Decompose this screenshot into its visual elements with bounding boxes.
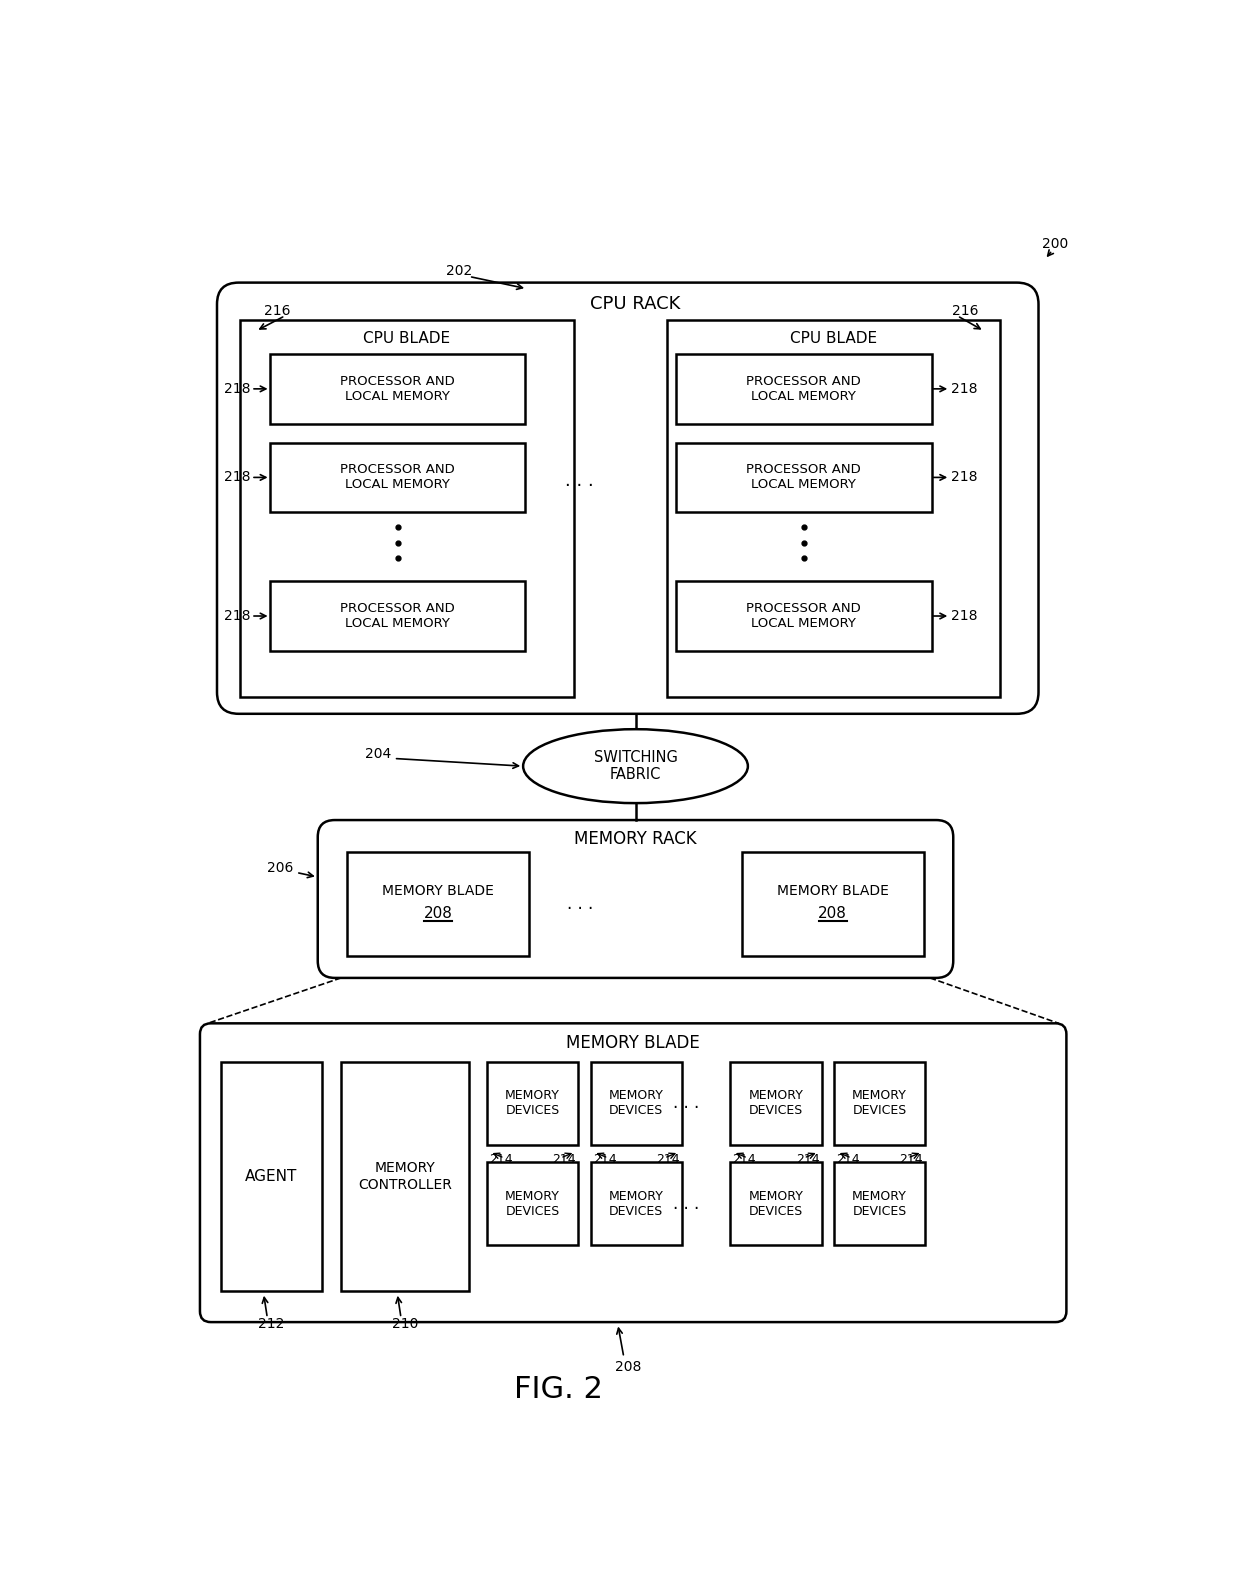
Text: MEMORY BLADE: MEMORY BLADE (776, 883, 889, 897)
Text: MEMORY
DEVICES: MEMORY DEVICES (748, 1089, 804, 1117)
Bar (730, 1162, 822, 1246)
Text: MEMORY BLADE: MEMORY BLADE (567, 1033, 701, 1051)
Bar (833, 1062, 925, 1144)
Text: 218: 218 (224, 609, 250, 623)
Text: 218: 218 (951, 471, 977, 485)
Text: 214: 214 (489, 1154, 512, 1167)
Text: MEMORY
CONTROLLER: MEMORY CONTROLLER (358, 1162, 451, 1192)
Text: . . .: . . . (673, 1195, 699, 1213)
Ellipse shape (523, 729, 748, 804)
Text: 208: 208 (818, 907, 847, 921)
Text: . . .: . . . (565, 472, 594, 490)
Text: CPU BLADE: CPU BLADE (363, 331, 450, 346)
Text: 218: 218 (951, 382, 977, 396)
Text: SWITCHING
FABRIC: SWITCHING FABRIC (594, 750, 677, 783)
Text: PROCESSOR AND
LOCAL MEMORY: PROCESSOR AND LOCAL MEMORY (340, 602, 455, 629)
Text: 214: 214 (552, 1154, 577, 1167)
FancyBboxPatch shape (217, 282, 1039, 713)
Bar (742, 853, 924, 956)
Text: PROCESSOR AND
LOCAL MEMORY: PROCESSOR AND LOCAL MEMORY (746, 376, 861, 403)
Text: CPU BLADE: CPU BLADE (790, 331, 877, 346)
Bar (347, 853, 529, 956)
Text: 208: 208 (615, 1360, 641, 1374)
Text: 214: 214 (656, 1154, 680, 1167)
Text: 210: 210 (392, 1317, 418, 1331)
FancyBboxPatch shape (317, 819, 954, 978)
Bar (241, 320, 573, 697)
Text: . . .: . . . (673, 1094, 699, 1113)
Bar (590, 1062, 682, 1144)
Text: FIG. 2: FIG. 2 (513, 1376, 603, 1404)
Text: 214: 214 (796, 1154, 820, 1167)
Bar (221, 1062, 321, 1292)
Text: PROCESSOR AND
LOCAL MEMORY: PROCESSOR AND LOCAL MEMORY (746, 463, 861, 491)
Text: 208: 208 (424, 907, 453, 921)
Text: 218: 218 (224, 471, 250, 485)
Bar (730, 1062, 822, 1144)
Bar (486, 1162, 578, 1246)
Text: 218: 218 (224, 382, 250, 396)
Text: 206: 206 (268, 861, 294, 875)
Text: MEMORY RACK: MEMORY RACK (574, 831, 697, 848)
Text: AGENT: AGENT (246, 1170, 298, 1184)
Text: 214: 214 (836, 1154, 859, 1167)
Text: MEMORY
DEVICES: MEMORY DEVICES (748, 1189, 804, 1217)
Text: 212: 212 (258, 1317, 284, 1331)
Bar (270, 353, 526, 423)
Text: 216: 216 (264, 304, 290, 319)
Bar (676, 353, 931, 423)
Bar (270, 582, 526, 651)
Text: PROCESSOR AND
LOCAL MEMORY: PROCESSOR AND LOCAL MEMORY (746, 602, 861, 629)
Bar (341, 1062, 469, 1292)
Bar (833, 1162, 925, 1246)
Text: PROCESSOR AND
LOCAL MEMORY: PROCESSOR AND LOCAL MEMORY (340, 376, 455, 403)
Text: CPU RACK: CPU RACK (590, 295, 681, 314)
Text: MEMORY
DEVICES: MEMORY DEVICES (852, 1089, 908, 1117)
Text: 218: 218 (951, 609, 977, 623)
Bar (667, 320, 999, 697)
FancyBboxPatch shape (200, 1024, 1066, 1322)
Text: 216: 216 (951, 304, 978, 319)
Bar (676, 442, 931, 512)
Text: MEMORY
DEVICES: MEMORY DEVICES (505, 1189, 560, 1217)
Bar (676, 582, 931, 651)
Text: 204: 204 (365, 747, 392, 761)
Text: . . .: . . . (567, 896, 593, 913)
Text: 214: 214 (593, 1154, 616, 1167)
Text: PROCESSOR AND
LOCAL MEMORY: PROCESSOR AND LOCAL MEMORY (340, 463, 455, 491)
Text: 214: 214 (899, 1154, 924, 1167)
Text: 202: 202 (445, 265, 472, 277)
Text: 200: 200 (1043, 238, 1069, 250)
Bar (486, 1062, 578, 1144)
Text: MEMORY
DEVICES: MEMORY DEVICES (852, 1189, 908, 1217)
Bar (590, 1162, 682, 1246)
Text: MEMORY
DEVICES: MEMORY DEVICES (505, 1089, 560, 1117)
Bar (270, 442, 526, 512)
Text: 214: 214 (732, 1154, 756, 1167)
Text: MEMORY
DEVICES: MEMORY DEVICES (609, 1189, 663, 1217)
Text: MEMORY BLADE: MEMORY BLADE (382, 883, 495, 897)
Text: MEMORY
DEVICES: MEMORY DEVICES (609, 1089, 663, 1117)
